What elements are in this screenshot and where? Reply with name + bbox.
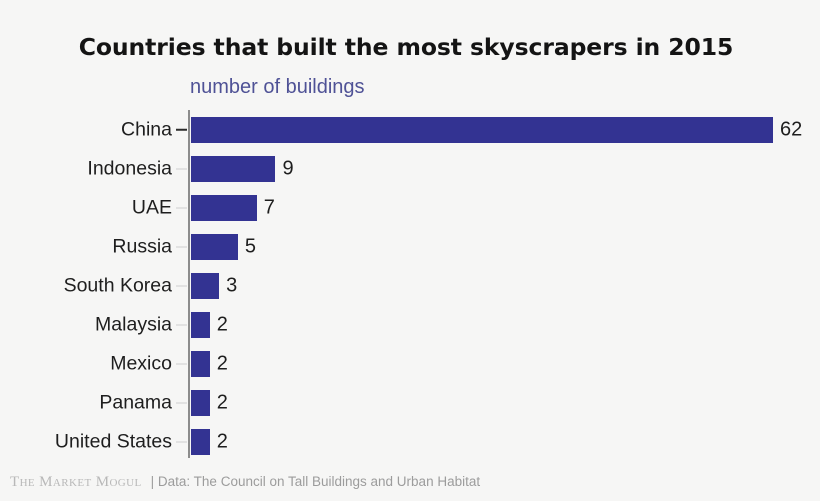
bar-china[interactable] — [191, 116, 773, 143]
source-attribution: | Data: The Council on Tall Buildings an… — [151, 474, 480, 489]
axis-tick — [176, 167, 187, 170]
bar-row: Panama 2 — [0, 383, 820, 422]
chart-title: Countries that built the most skyscraper… — [78, 33, 734, 61]
axis-tick — [176, 128, 187, 131]
bar-south-korea[interactable] — [191, 272, 220, 299]
bar-value-label: 2 — [216, 391, 228, 413]
category-label-russia: Russia — [112, 235, 172, 257]
plot-area: China 62 Indonesia 9 UAE 7 Russia 5 South Korea 3… — [0, 108, 820, 460]
bar-row: Russia 5 — [0, 227, 820, 266]
axis-tick — [176, 401, 187, 404]
y-axis-line — [188, 110, 190, 458]
axis-tick — [176, 362, 187, 365]
bar-malaysia[interactable] — [191, 311, 210, 338]
category-label-mexico: Mexico — [110, 352, 172, 374]
axis-tick — [176, 440, 187, 443]
chart-subtitle: number of buildings — [190, 76, 365, 98]
bar-united-states[interactable] — [191, 428, 210, 455]
brand-logo: The Market Mogul — [10, 474, 142, 490]
bar-row: Indonesia 9 — [0, 149, 820, 188]
category-label-south-korea: South Korea — [63, 274, 172, 296]
bar-row: China 62 — [0, 110, 820, 149]
bar-value-label: 2 — [216, 313, 228, 335]
footer-source-text: Data: The Council on Tall Buildings and … — [157, 474, 481, 489]
bar-row: Malaysia 2 — [0, 305, 820, 344]
bar-row: Mexico 2 — [0, 344, 820, 383]
bar-value-label: 2 — [216, 352, 228, 374]
bar-row: South Korea 3 — [0, 266, 820, 305]
bar-value-label: 5 — [244, 235, 257, 257]
bar-row: UAE 7 — [0, 188, 820, 227]
footer-separator: | — [150, 474, 155, 489]
category-label-uae: UAE — [131, 196, 172, 218]
axis-tick — [176, 323, 187, 326]
chart-footer: The Market Mogul | Data: The Council on … — [10, 474, 480, 491]
bar-value-label: 62 — [780, 118, 803, 140]
axis-tick — [176, 284, 187, 287]
category-label-united-states: United States — [54, 430, 172, 452]
bar-russia[interactable] — [191, 233, 238, 260]
category-label-indonesia: Indonesia — [87, 157, 172, 179]
bar-value-label: 2 — [216, 430, 228, 452]
bar-uae[interactable] — [191, 194, 257, 221]
bar-value-label: 9 — [282, 157, 294, 179]
axis-tick — [176, 245, 187, 248]
bar-indonesia[interactable] — [191, 155, 276, 182]
bar-panama[interactable] — [191, 389, 210, 416]
axis-tick — [176, 206, 187, 209]
bar-value-label: 3 — [226, 274, 238, 296]
category-label-panama: Panama — [99, 391, 172, 413]
bar-mexico[interactable] — [191, 350, 210, 377]
bar-value-label: 7 — [263, 196, 275, 218]
category-label-china: China — [121, 118, 172, 140]
bar-row: United States 2 — [0, 422, 820, 461]
category-label-malaysia: Malaysia — [95, 313, 172, 335]
